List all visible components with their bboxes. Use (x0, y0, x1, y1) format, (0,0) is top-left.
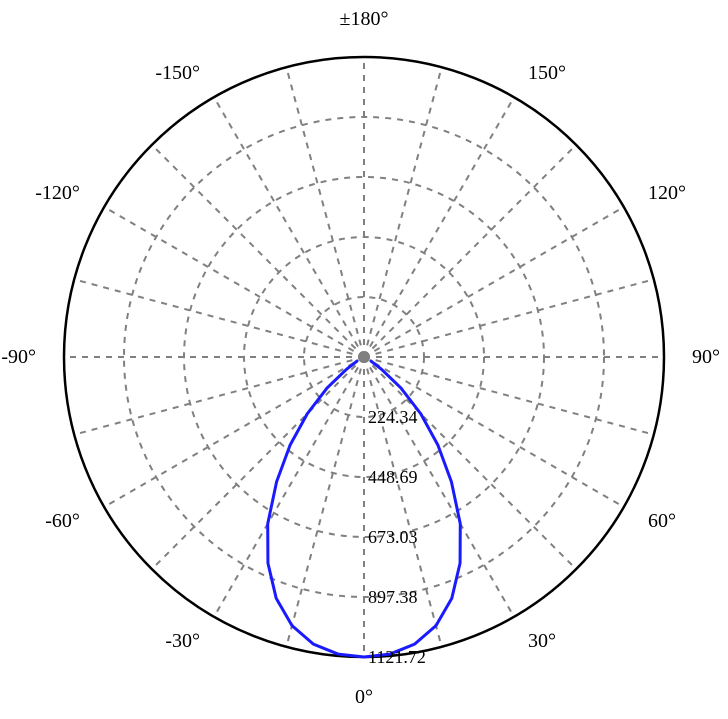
angle-label: ±180° (340, 8, 389, 30)
center-hub (358, 351, 370, 363)
angle-label: 30° (528, 630, 556, 652)
ring-label: 1121.72 (368, 647, 426, 667)
ring-label: 897.38 (368, 587, 418, 607)
angle-label: -90° (1, 346, 36, 368)
angle-label: 120° (648, 182, 686, 204)
angle-label: 60° (648, 510, 676, 532)
polar-svg: 224.34 448.69 673.03 897.38 1121.72 ±180° -150… (0, 0, 728, 714)
ring-label: 448.69 (368, 467, 418, 487)
ring-label: 224.34 (368, 407, 418, 427)
angle-label: -120° (35, 182, 80, 204)
ring-label: 673.03 (368, 527, 418, 547)
angle-label: 150° (528, 62, 566, 84)
angle-label: 0° (355, 686, 373, 708)
angle-label: 90° (692, 346, 720, 368)
angle-label: -60° (45, 510, 80, 532)
angle-label: -150° (155, 62, 200, 84)
angle-label: -30° (165, 630, 200, 652)
polar-chart: 224.34 448.69 673.03 897.38 1121.72 ±180° -150… (0, 0, 728, 714)
